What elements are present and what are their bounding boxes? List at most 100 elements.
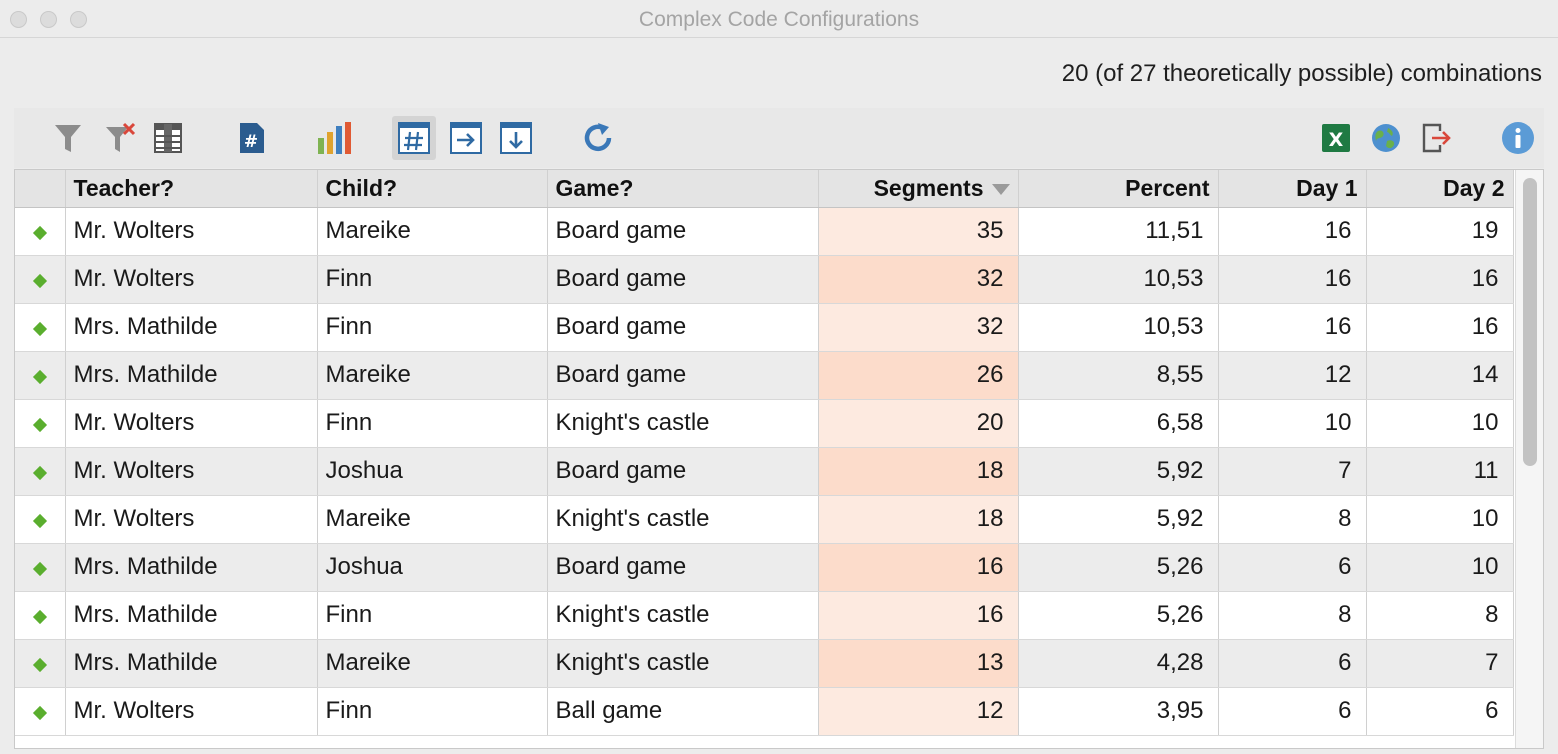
- table-hash-button[interactable]: [392, 116, 436, 160]
- close-window-button[interactable]: [10, 11, 27, 28]
- cell-teacher: Mrs. Mathilde: [65, 351, 318, 400]
- cell-percent: 11,51: [1018, 207, 1219, 256]
- excel-export-button[interactable]: X: [1314, 116, 1358, 160]
- column-header-marker[interactable]: [15, 170, 66, 208]
- refresh-icon: [584, 123, 612, 152]
- cell-teacher: Mrs. Mathilde: [65, 543, 318, 592]
- column-header-segments[interactable]: Segments: [818, 170, 1019, 208]
- arrow-right-button[interactable]: [444, 116, 488, 160]
- cell-child: Finn: [317, 591, 548, 640]
- cell-day-2: 10: [1366, 495, 1514, 544]
- cell-segments: 16: [818, 591, 1019, 640]
- cell-child: Mareike: [317, 207, 548, 256]
- table-row[interactable]: Mrs. Mathilde Finn Knight's castle 16 5,26 8 8: [15, 591, 1514, 640]
- row-marker-cell: [15, 351, 66, 400]
- cell-day-2: 7: [1366, 639, 1514, 688]
- web-export-button[interactable]: [1364, 116, 1408, 160]
- cell-child: Joshua: [317, 543, 548, 592]
- cell-day-1: 10: [1218, 399, 1367, 448]
- cell-day-1: 7: [1218, 447, 1367, 496]
- table-row[interactable]: Mrs. Mathilde Finn Board game 32 10,53 16 16: [15, 303, 1514, 352]
- cell-percent: 6,58: [1018, 399, 1219, 448]
- scrollbar-thumb[interactable]: [1523, 178, 1537, 466]
- document-hash-icon: #: [240, 123, 264, 153]
- cell-game: Board game: [547, 447, 819, 496]
- green-diamond-icon: [32, 561, 47, 577]
- clear-filter-button[interactable]: [98, 116, 142, 160]
- cell-percent: 8,55: [1018, 351, 1219, 400]
- export-button[interactable]: [1414, 116, 1458, 160]
- row-marker-cell: [15, 255, 66, 304]
- cell-game: Knight's castle: [547, 399, 819, 448]
- table-row[interactable]: Mr. Wolters Mareike Board game 35 11,51 16 19: [15, 207, 1514, 256]
- column-header-child[interactable]: Child?: [317, 170, 548, 208]
- table-row[interactable]: Mr. Wolters Finn Knight's castle 20 6,58 10 10: [15, 399, 1514, 448]
- table-row[interactable]: Mr. Wolters Finn Ball game 12 3,95 6 6: [15, 687, 1514, 736]
- cell-day-2: 8: [1366, 591, 1514, 640]
- cell-segments: 18: [818, 447, 1019, 496]
- column-header-day-2[interactable]: Day 2: [1366, 170, 1514, 208]
- table-hash-icon: [398, 122, 430, 154]
- cell-day-1: 12: [1218, 351, 1367, 400]
- cell-day-2: 10: [1366, 543, 1514, 592]
- cell-day-1: 16: [1218, 207, 1367, 256]
- table-row[interactable]: Mr. Wolters Mareike Knight's castle 18 5,92 8…: [15, 495, 1514, 544]
- arrow-down-button[interactable]: [494, 116, 538, 160]
- cell-day-1: 16: [1218, 303, 1367, 352]
- cell-percent: 5,26: [1018, 591, 1219, 640]
- cell-percent: 5,92: [1018, 447, 1219, 496]
- arrow-right-icon: [450, 122, 482, 154]
- filter-button[interactable]: [46, 116, 90, 160]
- svg-text:X: X: [1329, 129, 1344, 151]
- row-marker-cell: [15, 207, 66, 256]
- toolbar: # X: [14, 108, 1544, 168]
- table-columns-icon: [154, 123, 182, 153]
- table-row[interactable]: Mrs. Mathilde Mareike Board game 26 8,55 12 14: [15, 351, 1514, 400]
- cell-game: Knight's castle: [547, 639, 819, 688]
- column-header-day-1[interactable]: Day 1: [1218, 170, 1367, 208]
- cell-day-1: 8: [1218, 591, 1367, 640]
- excel-export-icon: X: [1322, 124, 1350, 152]
- cell-segments: 12: [818, 687, 1019, 736]
- arrow-down-icon: [500, 122, 532, 154]
- cell-day-1: 8: [1218, 495, 1367, 544]
- vertical-scrollbar[interactable]: [1515, 170, 1543, 748]
- column-header-percent[interactable]: Percent: [1018, 170, 1219, 208]
- info-button[interactable]: [1496, 116, 1540, 160]
- zoom-window-button[interactable]: [70, 11, 87, 28]
- cell-teacher: Mr. Wolters: [65, 255, 318, 304]
- table-row[interactable]: Mr. Wolters Finn Board game 32 10,53 16 16: [15, 255, 1514, 304]
- cell-game: Board game: [547, 351, 819, 400]
- table-row[interactable]: Mr. Wolters Joshua Board game 18 5,92 7 11: [15, 447, 1514, 496]
- results-table-container: Teacher? Child? Game? Segments Percent D…: [14, 169, 1544, 749]
- cell-teacher: Mr. Wolters: [65, 495, 318, 544]
- refresh-button[interactable]: [576, 116, 620, 160]
- cell-teacher: Mr. Wolters: [65, 687, 318, 736]
- table-columns-button[interactable]: [146, 116, 190, 160]
- cell-percent: 4,28: [1018, 639, 1219, 688]
- cell-teacher: Mrs. Mathilde: [65, 303, 318, 352]
- bar-chart-icon: [318, 122, 351, 154]
- row-marker-cell: [15, 303, 66, 352]
- cell-percent: 10,53: [1018, 303, 1219, 352]
- cell-day-2: 6: [1366, 687, 1514, 736]
- cell-segments: 20: [818, 399, 1019, 448]
- cell-segments: 18: [818, 495, 1019, 544]
- cell-day-1: 6: [1218, 687, 1367, 736]
- column-header-teacher[interactable]: Teacher?: [65, 170, 318, 208]
- cell-percent: 3,95: [1018, 687, 1219, 736]
- title-bar: Complex Code Configurations: [0, 0, 1558, 38]
- column-header-game[interactable]: Game?: [547, 170, 819, 208]
- green-diamond-icon: [32, 417, 47, 433]
- document-hash-button[interactable]: #: [230, 116, 274, 160]
- table-row[interactable]: Mrs. Mathilde Joshua Board game 16 5,26 6 10: [15, 543, 1514, 592]
- bar-chart-button[interactable]: [312, 116, 356, 160]
- clear-filter-icon: [106, 122, 136, 152]
- green-diamond-icon: [32, 609, 47, 625]
- table-row[interactable]: Mrs. Mathilde Mareike Knight's castle 13 4,2…: [15, 639, 1514, 688]
- sort-descending-icon: [991, 184, 1010, 196]
- green-diamond-icon: [32, 513, 47, 529]
- minimize-window-button[interactable]: [40, 11, 57, 28]
- cell-day-2: 16: [1366, 255, 1514, 304]
- green-diamond-icon: [32, 369, 47, 385]
